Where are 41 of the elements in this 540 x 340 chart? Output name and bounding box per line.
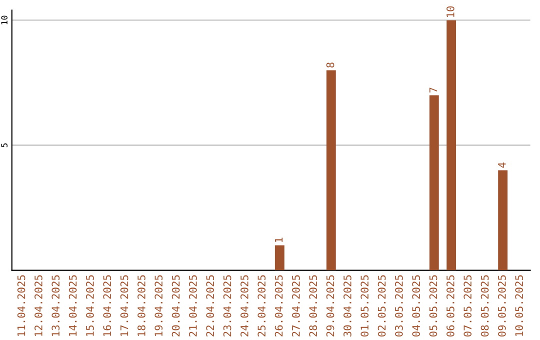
x-tick-label: 07.05.2025 — [464, 275, 472, 336]
bar — [326, 70, 336, 270]
x-tick-label: 26.04.2025 — [274, 275, 283, 336]
x-tick-label: 11.04.2025 — [17, 275, 26, 336]
x-tick-label: 19.04.2025 — [154, 275, 163, 336]
data-label: 10 — [446, 6, 454, 17]
data-label: 8 — [326, 62, 334, 68]
x-tick-label: 28.04.2025 — [309, 275, 318, 336]
x-tick-label: 08.05.2025 — [480, 275, 489, 336]
x-tick-label: 01.05.2025 — [360, 275, 369, 336]
x-tick-label: 24.04.2025 — [240, 275, 248, 336]
x-tick-label: 27.04.2025 — [292, 275, 300, 336]
bar — [274, 245, 284, 270]
data-label: 1 — [274, 238, 283, 242]
x-tick-label: 14.04.2025 — [68, 275, 77, 336]
x-tick-label: 10.05.2025 — [515, 275, 524, 336]
x-tick-label: 16.04.2025 — [103, 275, 112, 336]
bar — [429, 95, 439, 270]
x-tick-label: 03.05.2025 — [394, 275, 403, 336]
x-tick-label: 13.04.2025 — [52, 275, 60, 336]
x-tick-label: 02.05.2025 — [378, 275, 386, 336]
x-tick-label: 21.04.2025 — [189, 275, 197, 336]
x-tick-label: 20.04.2025 — [172, 275, 180, 336]
x-tick-label: 04.05.2025 — [412, 275, 420, 336]
data-label: 7 — [429, 88, 438, 93]
x-tick-label: 06.05.2025 — [446, 275, 454, 336]
x-tick-label: 25.04.2025 — [258, 275, 266, 336]
data-label: 4 — [498, 162, 506, 168]
x-tick-label: 30.04.2025 — [343, 275, 352, 336]
bar — [446, 20, 456, 270]
x-tick-label: 15.04.2025 — [86, 275, 94, 336]
x-tick-label: 18.04.2025 — [138, 275, 146, 336]
bar — [498, 170, 508, 270]
x-tick-label: 12.04.2025 — [34, 275, 42, 336]
x-tick-label: 23.04.2025 — [223, 275, 232, 336]
x-tick-label: 09.05.2025 — [498, 275, 506, 336]
y-tick-label: 5 — [1, 143, 8, 148]
x-tick-label: 05.05.2025 — [429, 275, 438, 336]
x-tick-label: 17.04.2025 — [120, 275, 128, 336]
x-tick-label: 29.04.2025 — [326, 275, 334, 336]
x-tick-label: 22.04.2025 — [206, 275, 214, 336]
